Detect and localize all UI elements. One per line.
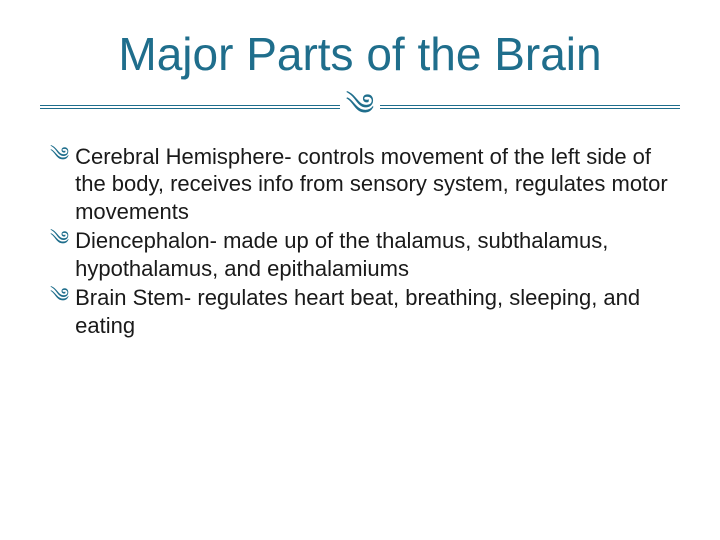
title-divider: ༄ — [40, 91, 680, 121]
bullet-icon: ༄ — [50, 227, 69, 252]
list-item: ༄ Brain Stem- regulates heart beat, brea… — [50, 284, 670, 339]
list-item: ༄ Cerebral Hemisphere- controls movement… — [50, 143, 670, 226]
bullet-text: Brain Stem- regulates heart beat, breath… — [75, 284, 670, 339]
flourish-icon: ༄ — [340, 91, 381, 121]
bullet-icon: ༄ — [50, 284, 69, 309]
content-area: ༄ Cerebral Hemisphere- controls movement… — [40, 143, 680, 340]
page-title: Major Parts of the Brain — [40, 28, 680, 81]
bullet-text: Diencephalon- made up of the thalamus, s… — [75, 227, 670, 282]
bullet-icon: ༄ — [50, 143, 69, 168]
list-item: ༄ Diencephalon- made up of the thalamus,… — [50, 227, 670, 282]
bullet-text: Cerebral Hemisphere- controls movement o… — [75, 143, 670, 226]
